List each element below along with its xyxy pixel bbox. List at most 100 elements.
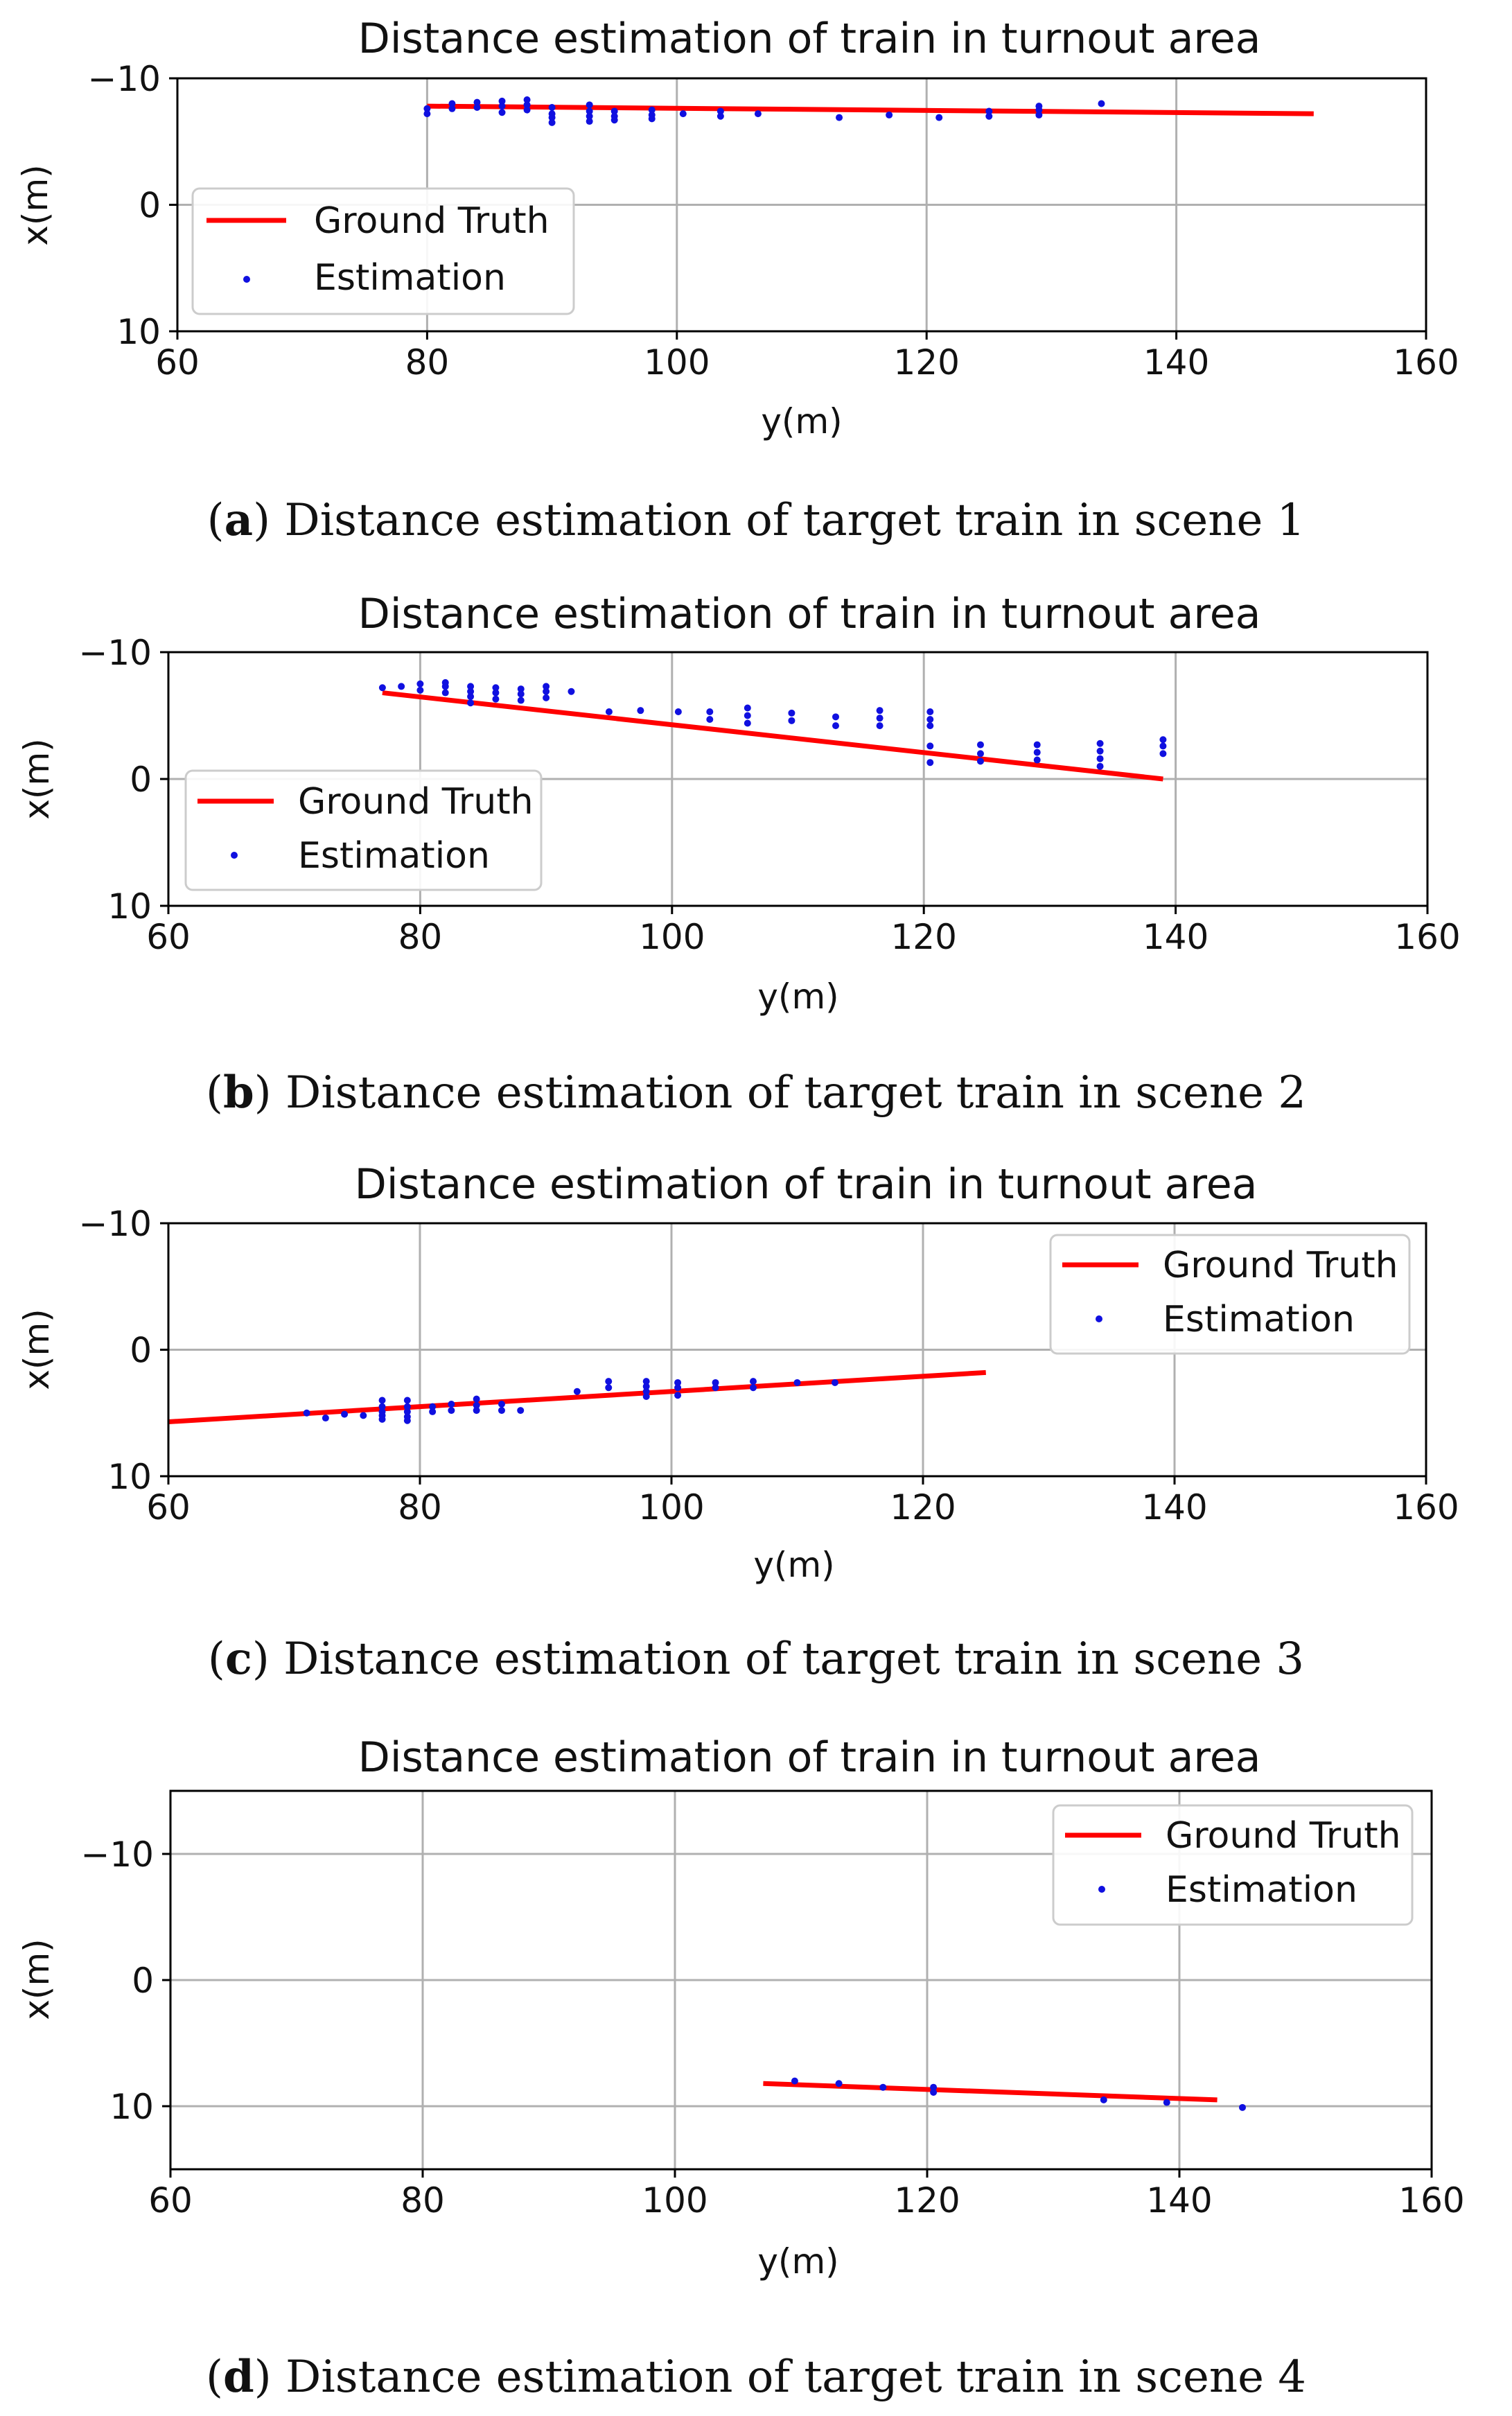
x-tick-label: 80 — [405, 342, 450, 383]
estimation-point — [879, 2083, 887, 2091]
legend-box — [191, 187, 575, 315]
caption-c: (c) Distance estimation of target train … — [207, 1633, 1305, 1685]
x-tick-label: 100 — [638, 1487, 704, 1527]
estimation-point — [586, 107, 593, 115]
y-axis-label: x(m) — [17, 1938, 57, 2020]
x-tick-labels: 60 80 100 120 140 160 — [146, 1487, 1459, 1527]
estimation-point — [926, 715, 934, 723]
estimation-point — [976, 741, 984, 749]
chart-title: Distance estimation of train in turnout … — [358, 1733, 1261, 1782]
estimation-point — [498, 1407, 505, 1415]
estimation-point — [717, 112, 724, 120]
legend: Ground Truth Estimation — [191, 187, 575, 315]
estimation-point — [886, 111, 893, 119]
legend-dot-swatch — [1098, 1886, 1105, 1893]
estimation-point — [548, 103, 556, 111]
estimation-point — [679, 110, 687, 118]
legend-dot-swatch — [1096, 1315, 1102, 1322]
x-tick-label: 160 — [1393, 342, 1459, 383]
estimation-point — [706, 715, 714, 723]
chart-title: Distance estimation of train in turnout … — [355, 1160, 1258, 1209]
estimation-point — [610, 107, 618, 115]
estimation-point — [1163, 2099, 1170, 2106]
y-tick-labels: −10 0 10 — [78, 633, 152, 927]
estimation-point — [926, 722, 934, 730]
x-tick-label: 160 — [1393, 1487, 1459, 1527]
estimation-point — [586, 101, 593, 109]
estimation-point — [492, 684, 500, 692]
y-tick-label: −10 — [78, 633, 152, 673]
estimation-point — [467, 693, 475, 701]
estimation-point — [548, 119, 556, 126]
estimation-point — [1035, 111, 1043, 119]
estimation-point — [876, 715, 884, 722]
estimation-point — [492, 689, 500, 697]
estimation-point — [523, 96, 531, 104]
estimation-point — [523, 101, 531, 109]
estimation-point — [930, 2088, 938, 2096]
x-tick-label: 100 — [639, 917, 705, 957]
estimation-point — [467, 688, 475, 695]
ground-truth-line — [427, 103, 1314, 116]
estimation-point — [754, 110, 762, 118]
y-tick-label: 0 — [132, 1961, 154, 2001]
x-tick-label: 140 — [1141, 1487, 1207, 1527]
estimation-point — [473, 1401, 480, 1409]
legend-ground-truth: Ground Truth — [1166, 1815, 1401, 1857]
x-tick-label: 80 — [398, 917, 443, 957]
estimation-point — [517, 690, 525, 698]
estimation-point — [1159, 750, 1167, 758]
estimation-point — [473, 1407, 480, 1415]
legend-ground-truth: Ground Truth — [298, 781, 534, 823]
y-tick-label: 10 — [116, 312, 161, 352]
estimation-point — [832, 722, 840, 730]
x-tick-label: 60 — [146, 1487, 191, 1527]
estimation-point — [749, 1384, 757, 1392]
estimation-point — [586, 112, 593, 120]
series — [763, 2077, 1246, 2111]
ground-truth-line — [763, 2081, 1217, 2103]
x-axis-label: y(m) — [757, 2241, 838, 2282]
legend: Ground Truth Estimation — [1052, 1804, 1414, 1926]
y-tick-label: 0 — [130, 1331, 152, 1371]
x-tick-label: 140 — [1146, 2180, 1212, 2221]
estimation-point — [605, 708, 613, 716]
y-tick-label: 10 — [109, 2087, 154, 2127]
estimation-point — [429, 1403, 437, 1410]
estimation-point — [605, 1384, 613, 1392]
estimation-point — [378, 684, 386, 692]
legend-box — [1049, 1234, 1411, 1355]
estimation-point — [788, 709, 795, 717]
estimation-point — [744, 704, 751, 712]
estimation-point — [341, 1410, 349, 1418]
estimation-point — [1239, 2103, 1246, 2111]
x-tick-label: 120 — [890, 917, 956, 957]
y-axis-label: x(m) — [17, 738, 57, 819]
legend: Ground Truth Estimation — [184, 769, 543, 891]
estimation-point — [416, 680, 424, 688]
estimation-point — [648, 106, 656, 114]
x-tick-label: 80 — [398, 1487, 442, 1527]
x-tick-label: 120 — [894, 2180, 960, 2221]
estimation-point — [543, 688, 550, 695]
estimation-point — [976, 758, 984, 765]
estimation-point — [548, 110, 556, 118]
estimation-point — [642, 1393, 650, 1401]
estimation-point — [517, 697, 525, 704]
x-tick-label: 140 — [1143, 917, 1208, 957]
estimation-point — [876, 722, 884, 730]
estimation-point — [429, 1408, 437, 1415]
x-tick-labels: 60 80 100 120 140 160 — [146, 917, 1461, 957]
estimation-point — [1098, 100, 1105, 107]
estimation-point — [674, 1392, 682, 1399]
chart-title: Distance estimation of train in turnout … — [358, 15, 1261, 63]
estimation-point — [1159, 736, 1167, 744]
estimation-point — [448, 105, 456, 112]
estimation-point — [1096, 739, 1104, 747]
estimation-point — [448, 1407, 455, 1415]
estimation-point — [744, 719, 751, 727]
ground-truth-line — [382, 690, 1163, 782]
legend-estimation: Estimation — [298, 835, 490, 877]
y-tick-labels: −10 0 10 — [80, 1835, 154, 2127]
estimation-point — [517, 1407, 525, 1415]
